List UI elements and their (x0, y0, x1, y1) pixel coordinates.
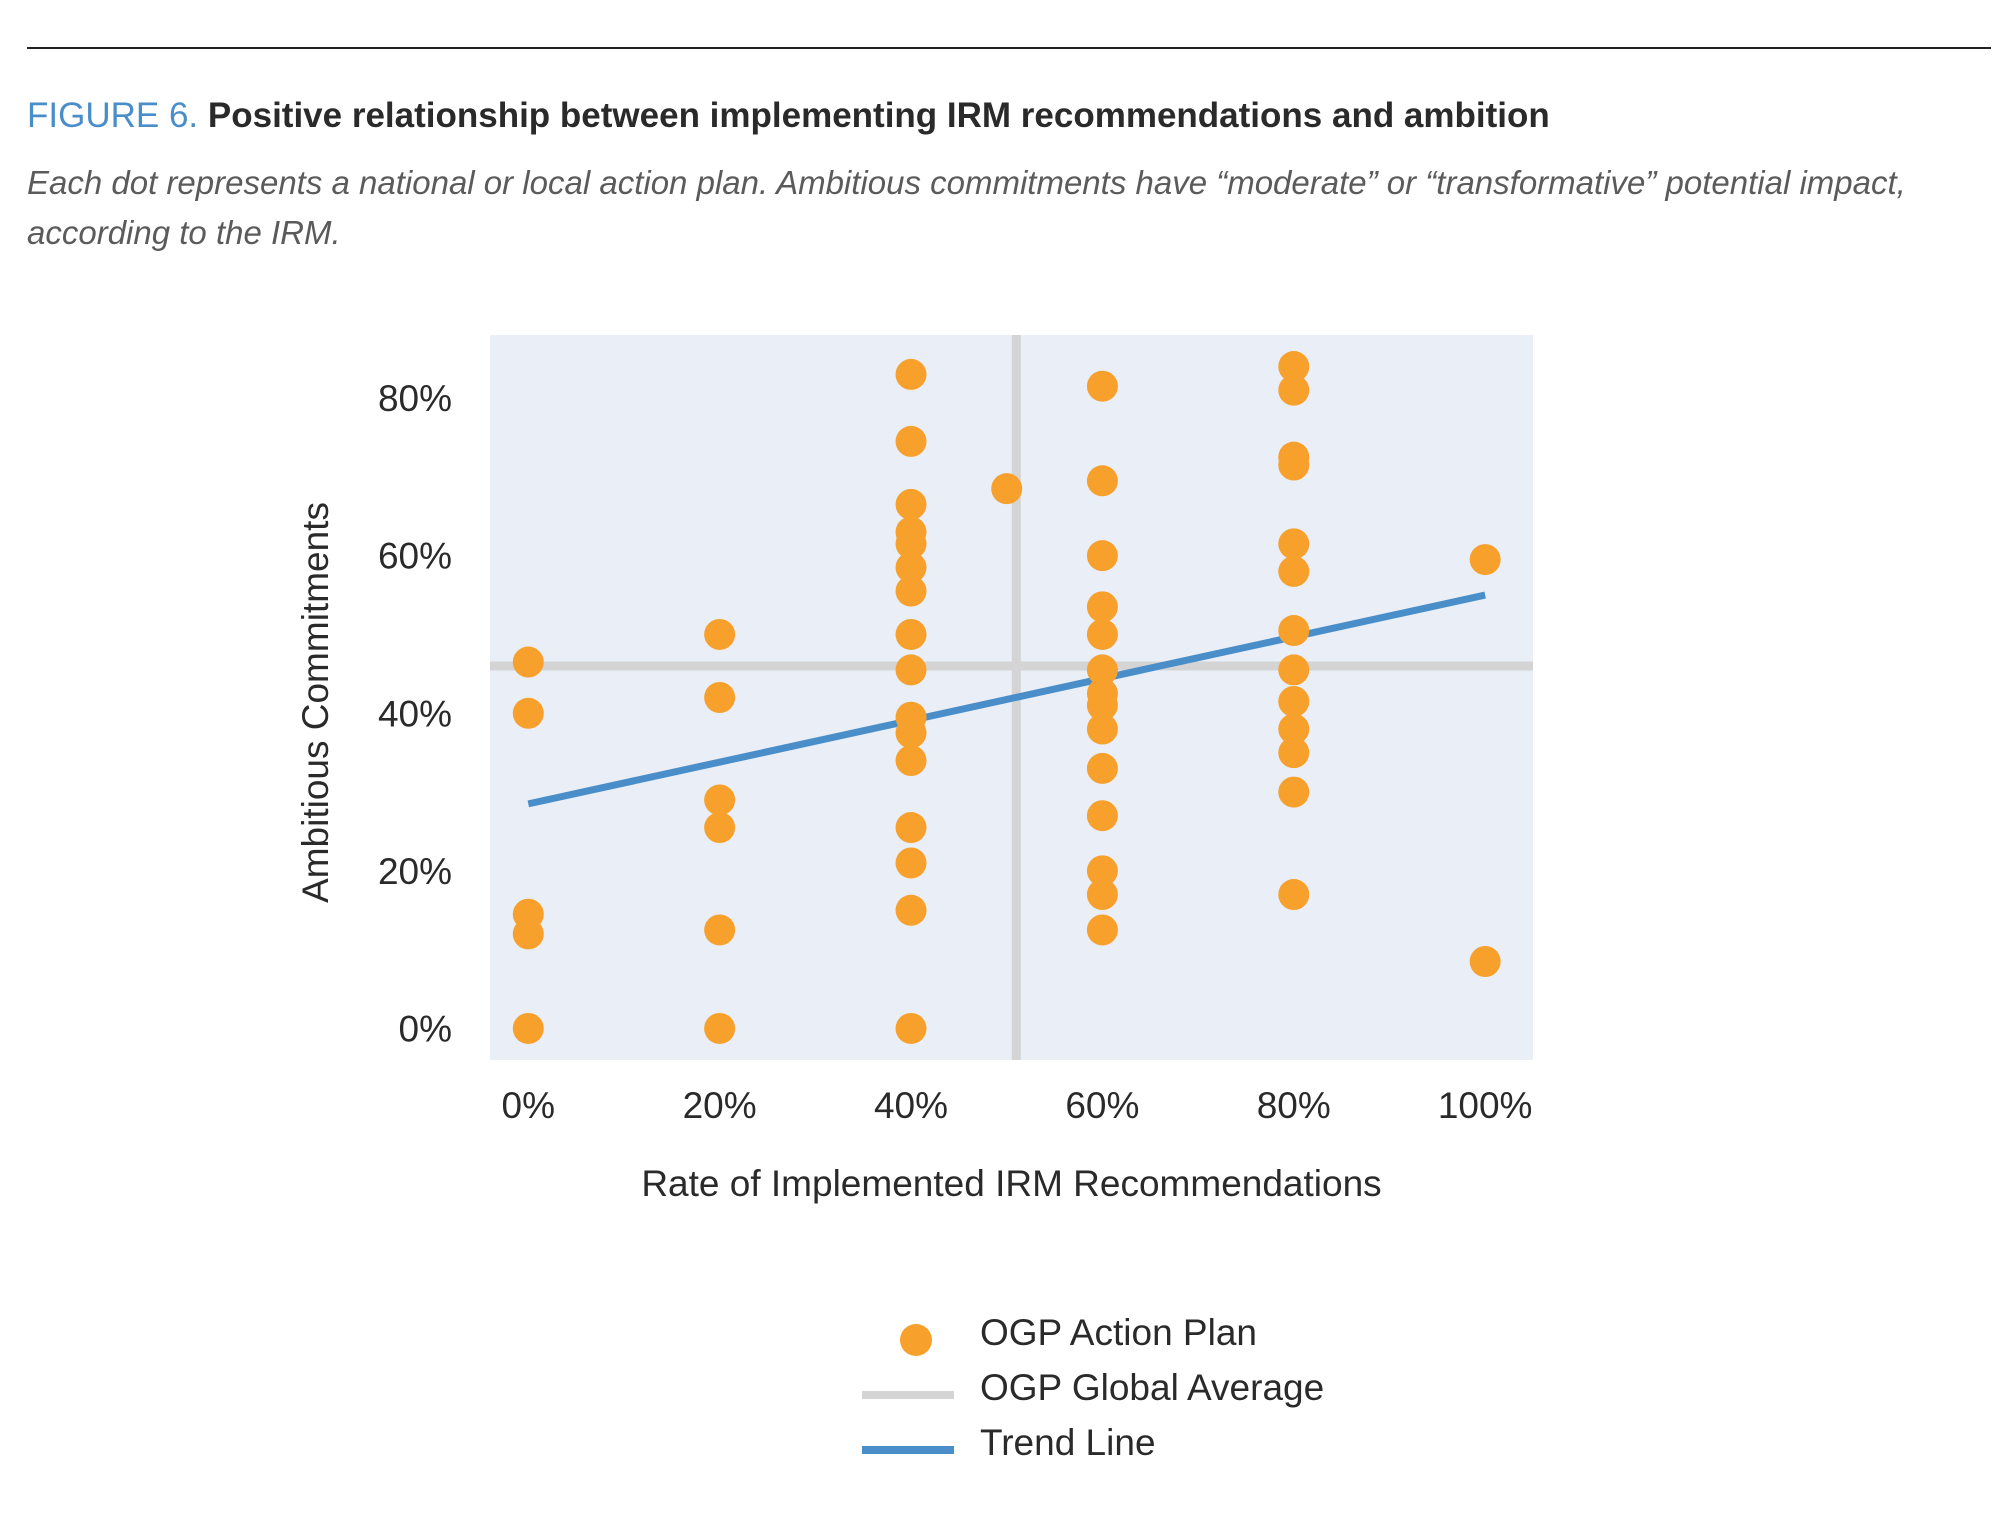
data-point (512, 918, 544, 950)
data-point (1086, 540, 1118, 572)
figure-label: FIGURE 6. (27, 96, 199, 135)
x-tick-label: 40% (874, 1085, 948, 1126)
data-point (704, 784, 736, 816)
legend-label: OGP Action Plan (980, 1312, 1257, 1353)
figure-heading: Positive relationship between implementi… (207, 96, 1550, 135)
data-point (1278, 528, 1310, 560)
data-point (1278, 713, 1310, 745)
data-point (895, 812, 927, 844)
data-point (895, 551, 927, 583)
data-point (895, 618, 927, 650)
figure-subtitle: Each dot represents a national or local … (27, 164, 1906, 251)
y-tick-label: 20% (378, 851, 452, 892)
data-point (1086, 800, 1118, 832)
x-tick-label: 100% (1438, 1085, 1533, 1126)
data-point (1278, 555, 1310, 587)
figure-title: FIGURE 6. Positive relationship between … (27, 96, 1550, 136)
legend-line-icon (862, 1391, 954, 1399)
data-point (704, 1012, 736, 1044)
legend-line-icon (862, 1446, 954, 1454)
data-point (895, 358, 927, 390)
data-point (1278, 737, 1310, 769)
data-point (1086, 370, 1118, 402)
y-tick-label: 80% (378, 378, 452, 419)
y-axis-label: Ambitious Commitments (295, 502, 336, 903)
data-point (1086, 855, 1118, 887)
data-point (1086, 689, 1118, 721)
data-point (895, 654, 927, 686)
data-point (895, 717, 927, 749)
data-point (895, 745, 927, 777)
data-point (1086, 914, 1118, 946)
data-point (895, 894, 927, 926)
top-rule (27, 47, 1991, 49)
data-point (704, 618, 736, 650)
data-point (1086, 752, 1118, 784)
x-tick-label: 60% (1065, 1085, 1139, 1126)
data-point (704, 682, 736, 713)
data-point (512, 697, 544, 729)
data-point (1086, 618, 1118, 650)
data-point (1469, 945, 1501, 977)
data-point (1086, 465, 1118, 497)
data-point (991, 473, 1023, 505)
x-tick-label: 80% (1257, 1085, 1331, 1126)
data-point (704, 812, 736, 844)
data-point (895, 1012, 927, 1044)
data-point (512, 1012, 544, 1044)
data-point (1278, 615, 1310, 647)
scatter-chart: 0% 20% 40% 60% 80% 100% 0% 20% 40% 60% 80% Rate of … (295, 335, 1533, 1204)
data-point (1469, 544, 1501, 576)
data-point (895, 425, 927, 457)
data-point (1086, 591, 1118, 623)
data-point (895, 488, 927, 520)
data-point (1278, 685, 1310, 717)
data-point (1278, 374, 1310, 406)
data-point (1086, 713, 1118, 745)
data-point (895, 528, 927, 560)
legend-label: OGP Global Average (980, 1367, 1325, 1408)
data-point (704, 914, 736, 946)
legend-label: Trend Line (980, 1422, 1156, 1463)
data-point (1086, 654, 1118, 686)
data-point (1278, 351, 1310, 383)
legend-dot-icon (900, 1324, 932, 1356)
data-point (895, 847, 927, 879)
x-tick-label: 0% (502, 1085, 555, 1126)
data-point (1278, 776, 1310, 808)
data-point (1278, 654, 1310, 686)
data-point (1278, 449, 1310, 481)
x-axis-label: Rate of Implemented IRM Recommendations (641, 1163, 1381, 1204)
y-tick-label: 60% (378, 536, 452, 577)
data-point (895, 575, 927, 607)
x-tick-label: 20% (683, 1085, 757, 1126)
data-point (1278, 879, 1310, 911)
data-point (512, 646, 544, 678)
trend-line (527, 591, 1486, 808)
y-tick-label: 0% (399, 1008, 452, 1049)
y-tick-label: 40% (378, 693, 452, 734)
data-point (1086, 879, 1118, 911)
